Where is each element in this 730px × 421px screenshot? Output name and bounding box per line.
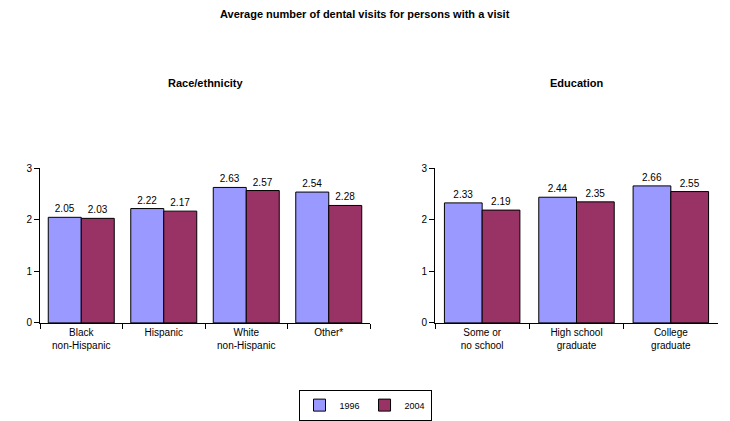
svg-text:Collegegraduate: Collegegraduate bbox=[651, 327, 691, 351]
svg-text:0: 0 bbox=[26, 317, 32, 328]
svg-text:Average number of dental visit: Average number of dental visits for pers… bbox=[220, 8, 510, 20]
svg-text:2004: 2004 bbox=[405, 401, 425, 411]
svg-text:2.57: 2.57 bbox=[253, 177, 273, 188]
svg-text:2.28: 2.28 bbox=[335, 191, 355, 202]
svg-text:3: 3 bbox=[421, 163, 427, 174]
svg-text:2: 2 bbox=[421, 214, 427, 225]
svg-text:2.44: 2.44 bbox=[548, 183, 568, 194]
svg-text:2.19: 2.19 bbox=[491, 196, 511, 207]
svg-text:Whitenon-Hispanic: Whitenon-Hispanic bbox=[217, 327, 275, 351]
svg-text:1: 1 bbox=[421, 266, 427, 277]
svg-text:Hispanic: Hispanic bbox=[145, 327, 183, 338]
svg-text:2.03: 2.03 bbox=[88, 204, 108, 215]
svg-text:2.55: 2.55 bbox=[680, 178, 700, 189]
svg-text:Other*: Other* bbox=[314, 327, 343, 338]
svg-text:2.66: 2.66 bbox=[642, 172, 662, 183]
svg-text:3: 3 bbox=[26, 163, 32, 174]
svg-text:Race/ethnicity: Race/ethnicity bbox=[168, 77, 243, 89]
svg-text:2.22: 2.22 bbox=[137, 195, 157, 206]
svg-text:1: 1 bbox=[26, 266, 32, 277]
svg-text:2.05: 2.05 bbox=[55, 203, 75, 214]
svg-text:High schoolgraduate: High schoolgraduate bbox=[550, 327, 602, 351]
svg-text:2.35: 2.35 bbox=[585, 188, 605, 199]
svg-text:Some orno school: Some orno school bbox=[461, 327, 504, 351]
svg-text:2.17: 2.17 bbox=[170, 197, 190, 208]
svg-text:Education: Education bbox=[550, 77, 603, 89]
svg-text:1996: 1996 bbox=[340, 401, 360, 411]
svg-text:0: 0 bbox=[421, 317, 427, 328]
svg-text:2: 2 bbox=[26, 214, 32, 225]
svg-text:2.63: 2.63 bbox=[220, 173, 240, 184]
svg-text:2.33: 2.33 bbox=[453, 189, 473, 200]
svg-text:Blacknon-Hispanic: Blacknon-Hispanic bbox=[52, 327, 110, 351]
svg-text:2.54: 2.54 bbox=[302, 178, 322, 189]
